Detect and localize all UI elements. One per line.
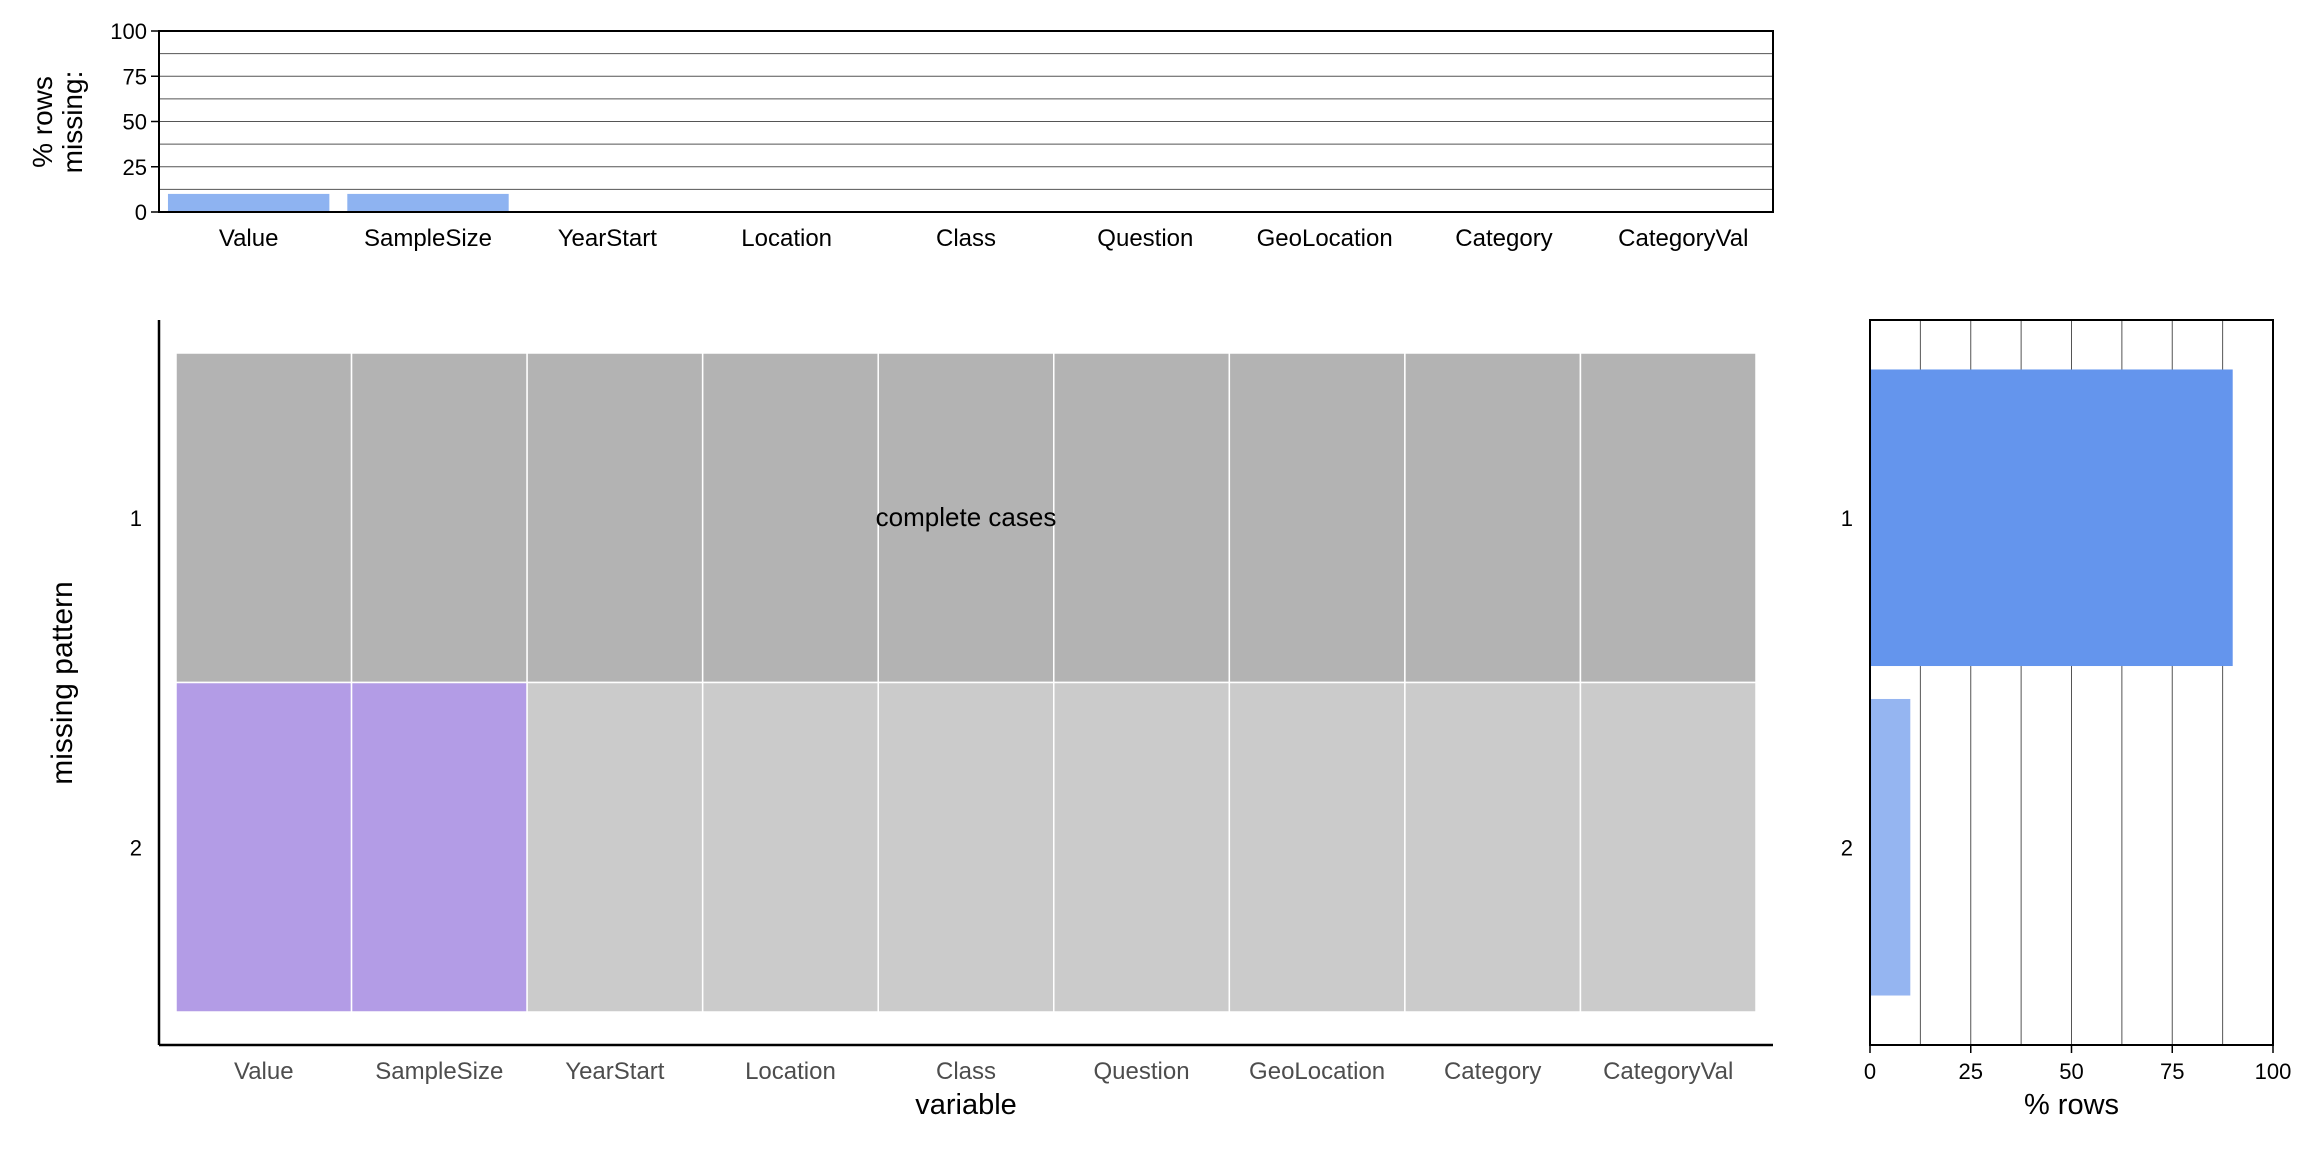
tile-p2-category [1404,681,1582,1013]
top-x-tick-label: CategoryVal [1618,225,1748,252]
tile-p1-samplesize [350,352,528,684]
tile-p2-value [175,681,353,1013]
tile-p2-yearstart [526,681,704,1013]
tile-p1-categoryval [1579,352,1757,684]
top-missing-bar-panel: 0 25 50 75 100 Value SampleSize YearStart Locati… [27,19,1774,252]
right-x-axis-title: % rows [2024,1089,2119,1121]
tile-p2-location [701,681,879,1013]
right-x-tick-label: 0 [1864,1059,1876,1084]
top-y-tick-label: 25 [123,155,147,180]
right-x-tick-label: 50 [2059,1059,2083,1084]
tile-p2-class [877,681,1055,1013]
main-x-tick-label: YearStart [565,1058,665,1085]
top-bar-value [167,193,330,212]
tile-p2-samplesize [350,681,528,1013]
main-x-tick-label: SampleSize [375,1058,503,1085]
tile-p2-question [1053,681,1231,1013]
main-x-tick-label: Question [1094,1058,1190,1085]
right-y-tick-label: 2 [1841,835,1853,860]
tile-p1-yearstart [526,352,704,684]
right-bar-pattern-2 [1870,698,1911,996]
main-y-axis-title: missing pattern [46,581,79,784]
top-x-tick-label: SampleSize [364,225,492,252]
main-x-tick-label: Value [234,1058,294,1085]
tile-p1-geolocation [1228,352,1406,684]
top-y-axis-title-line: missing: [57,71,88,174]
top-x-tick-label: Question [1097,225,1193,252]
main-x-tick-label: GeoLocation [1249,1058,1385,1085]
main-x-tick-label: CategoryVal [1603,1058,1733,1085]
top-x-tick-label: GeoLocation [1257,225,1393,252]
pattern-rows-bar-panel: 1 2 0 25 50 75 100 % rows [1841,319,2292,1121]
top-y-tick-label: 0 [135,200,147,225]
top-y-tick-label: 75 [123,64,147,89]
main-x-tick-label: Class [936,1058,996,1085]
tile-p2-geolocation [1228,681,1406,1013]
top-y-axis-title-line: % rows [27,76,58,168]
tile-p1-value [175,352,353,684]
tile-p1-category [1404,352,1582,684]
top-x-tick-label: Location [741,225,832,252]
top-bar-samplesize [347,193,509,212]
tile-p1-location [701,352,879,684]
top-x-tick-label: Class [936,225,996,252]
missing-pattern-panel: complete cases 1 2 Value SampleSize YearStart… [46,320,1773,1121]
right-x-tick-label: 75 [2160,1059,2184,1084]
top-x-tick-label: Value [219,225,279,252]
top-y-tick-label: 100 [110,19,147,44]
main-y-tick-label: 1 [130,506,142,531]
main-y-tick-label: 2 [130,835,142,860]
top-y-tick-label: 50 [123,110,147,135]
main-x-axis-title: variable [915,1089,1017,1121]
main-x-tick-label: Category [1444,1058,1541,1085]
right-x-tick-label: 25 [1959,1059,1983,1084]
top-x-tick-label: YearStart [558,225,658,252]
right-bar-pattern-1 [1870,369,2233,667]
top-x-tick-label: Category [1455,225,1552,252]
tile-p2-categoryval [1579,681,1757,1013]
complete-cases-annotation: complete cases [876,502,1057,532]
tile-p1-question [1053,352,1231,684]
right-y-tick-label: 1 [1841,506,1853,531]
main-x-tick-label: Location [745,1058,836,1085]
top-y-axis-title: % rowsmissing: [27,71,88,174]
right-x-tick-label: 100 [2255,1059,2292,1084]
